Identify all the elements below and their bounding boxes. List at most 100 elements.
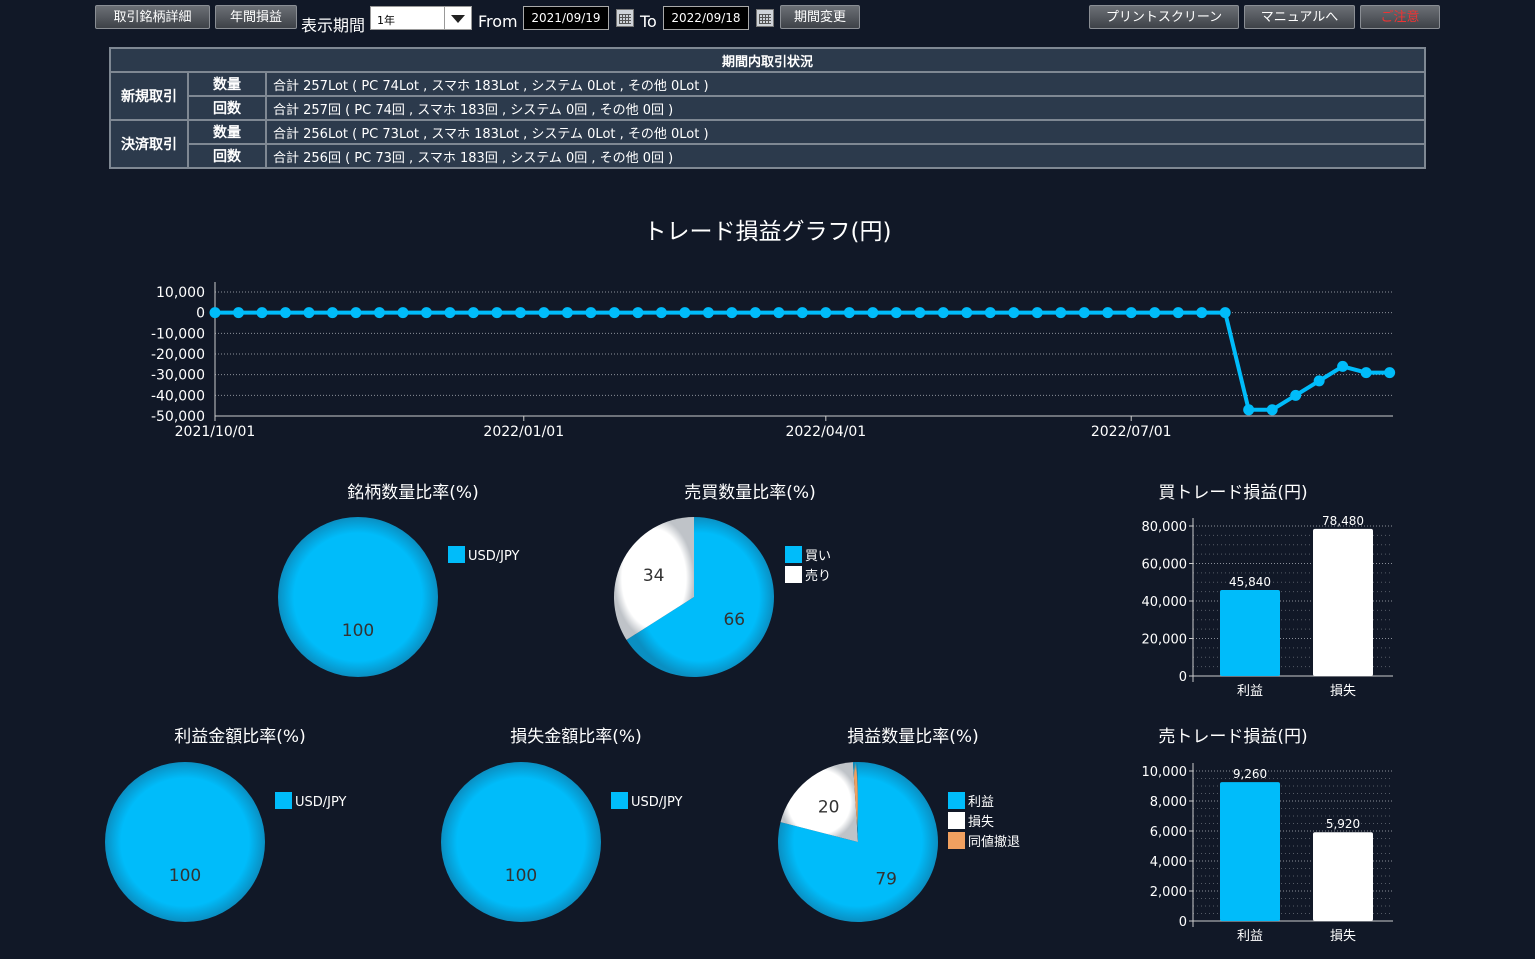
data-point <box>232 307 244 319</box>
bar-buy-pl: 80,000 60,000 40,000 20,000 0 45,840 利益 78,480 損… <box>1142 514 1393 699</box>
chevron-down-icon[interactable] <box>444 7 471 29</box>
x-tick-label: 利益 <box>1237 684 1263 699</box>
pie3-title: 利益金額比率(%) <box>174 727 306 747</box>
x-tick-label: 損失 <box>1330 929 1356 944</box>
to-date-input[interactable]: 2022/09/18 <box>663 6 749 30</box>
data-point <box>867 307 879 319</box>
data-point <box>397 307 409 319</box>
data-point <box>608 307 620 319</box>
period-select[interactable]: 1年 <box>370 6 472 30</box>
legend-label: 利益 <box>968 795 994 810</box>
qty-label: 数量 <box>187 119 267 145</box>
manual-button[interactable]: マニュアルへ <box>1244 5 1355 29</box>
data-point <box>820 307 832 319</box>
data-point <box>1337 360 1349 372</box>
x-tick-label: 利益 <box>1237 929 1263 944</box>
summary-header: 期間内取引状況 <box>109 47 1426 73</box>
data-point <box>1149 307 1161 319</box>
pie-slice <box>626 517 774 677</box>
pie-value-label: 100 <box>169 866 201 886</box>
y-tick-label: 6,000 <box>1150 825 1187 840</box>
pie-loss-amount: 100 USD/JPY <box>441 762 683 922</box>
pie-value-label: 100 <box>342 621 374 641</box>
y-tick-label: -30,000 <box>151 368 205 384</box>
new-trade-label: 新規取引 <box>109 71 189 121</box>
data-point <box>1102 307 1114 319</box>
data-point <box>1360 367 1372 379</box>
period-label: 表示期間 <box>301 16 366 35</box>
data-point <box>561 307 573 319</box>
change-period-button[interactable]: 期間変更 <box>780 5 860 29</box>
data-point <box>1384 367 1396 379</box>
settle-qty-value: 合計 256Lot ( PC 73Lot , スマホ 183Lot , システム… <box>265 119 1426 145</box>
bar2-title: 売トレード損益(円) <box>1158 727 1308 747</box>
x-tick-label: 2022/01/01 <box>483 424 564 440</box>
pl-line-chart: 10,000 0 -10,000 -20,000 -30,000 -40,000 -50,0… <box>151 282 1396 440</box>
data-point <box>1125 307 1137 319</box>
pie-slice <box>278 517 438 677</box>
series-line <box>215 310 1390 412</box>
pie-value-label: 66 <box>723 610 745 630</box>
data-point <box>1055 307 1067 319</box>
pie-symbol-ratio: 100 USD/JPY <box>278 517 520 677</box>
legend-swatch <box>785 566 802 583</box>
y-tick-label: 0 <box>196 306 205 322</box>
data-point <box>1008 307 1020 319</box>
data-point <box>914 307 926 319</box>
calendar-icon[interactable] <box>616 9 634 27</box>
legend-label: 買い <box>805 549 831 564</box>
pie-value-label: 79 <box>875 869 897 889</box>
trade-detail-button[interactable]: 取引銘柄詳細 <box>95 5 210 29</box>
legend-swatch <box>785 546 802 563</box>
print-screen-button[interactable]: プリントスクリーン <box>1089 5 1239 29</box>
notice-button[interactable]: ご注意 <box>1360 5 1440 29</box>
bar-value-label: 5,920 <box>1326 817 1360 831</box>
y-tick-label: 0 <box>1179 915 1187 930</box>
pie5-title: 損益数量比率(%) <box>847 727 979 747</box>
legend-label: 損失 <box>968 815 994 830</box>
data-point <box>890 307 902 319</box>
legend-swatch <box>611 792 628 809</box>
legend-label: 売り <box>805 568 831 584</box>
data-point <box>514 307 526 319</box>
settle-trade-label: 決済取引 <box>109 119 189 169</box>
data-point <box>467 307 479 319</box>
data-point <box>655 307 667 319</box>
data-point <box>209 307 221 319</box>
legend-swatch <box>275 792 292 809</box>
data-point <box>773 307 785 319</box>
data-point <box>984 307 996 319</box>
legend-label: USD/JPY <box>295 795 347 810</box>
period-select-value: 1年 <box>377 14 395 27</box>
annual-pl-button[interactable]: 年間損益 <box>215 5 297 29</box>
y-tick-label: 10,000 <box>1142 765 1188 780</box>
data-point <box>843 307 855 319</box>
data-point <box>702 307 714 319</box>
legend-label: USD/JPY <box>468 549 520 564</box>
pie-slice <box>852 762 858 842</box>
pie-value-label: 100 <box>505 866 537 886</box>
x-tick-label: 損失 <box>1330 684 1356 699</box>
data-point <box>632 307 644 319</box>
y-tick-label: 2,000 <box>1150 885 1187 900</box>
bar <box>1220 590 1280 676</box>
data-point <box>679 307 691 319</box>
calendar-icon[interactable] <box>756 9 774 27</box>
line-chart-title: トレード損益グラフ(円) <box>643 219 892 245</box>
y-tick-label: 4,000 <box>1150 855 1187 870</box>
x-tick-label: 2022/07/01 <box>1091 424 1172 440</box>
from-date-input[interactable]: 2021/09/19 <box>523 6 609 30</box>
data-point <box>350 307 362 319</box>
legend-swatch <box>448 546 465 563</box>
data-point <box>1243 404 1255 416</box>
bar1-title: 買トレード損益(円) <box>1158 483 1308 503</box>
trade-summary-table: 期間内取引状況 新規取引 数量 合計 257Lot ( PC 74Lot , ス… <box>109 47 1426 169</box>
data-point <box>420 307 432 319</box>
pie-value-label: 20 <box>818 798 840 818</box>
pie-slice <box>105 762 265 922</box>
to-label: To <box>640 12 657 31</box>
data-point <box>491 307 503 319</box>
data-point <box>1290 389 1302 401</box>
